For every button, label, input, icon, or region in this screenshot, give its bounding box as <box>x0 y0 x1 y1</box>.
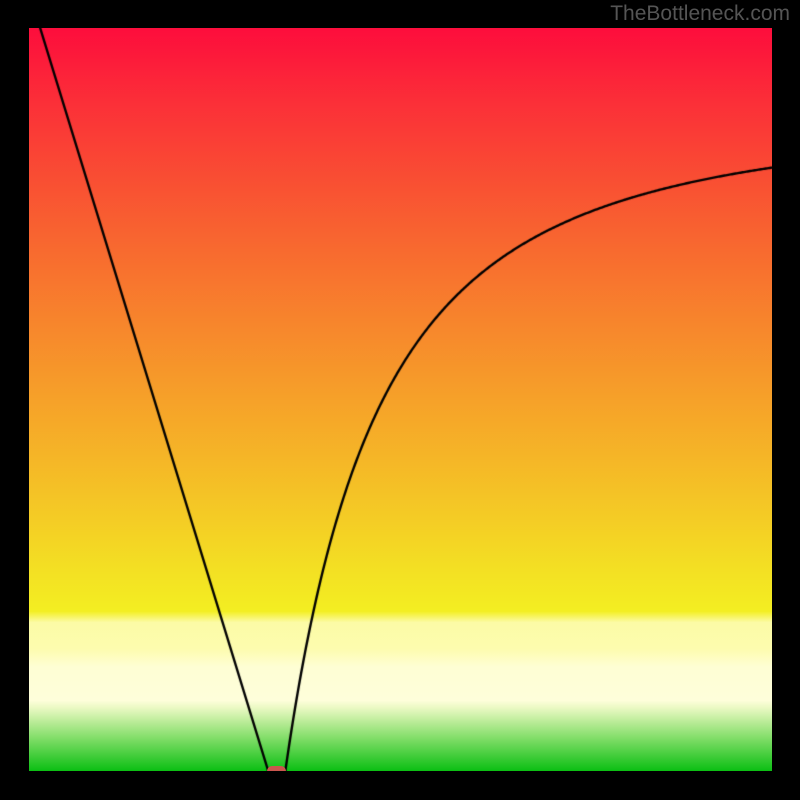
watermark-text: TheBottleneck.com <box>610 2 790 26</box>
bottleneck-curve <box>29 28 772 771</box>
optimal-point-marker <box>267 766 286 771</box>
plot-area <box>29 28 772 771</box>
chart-container: TheBottleneck.com <box>0 0 800 800</box>
